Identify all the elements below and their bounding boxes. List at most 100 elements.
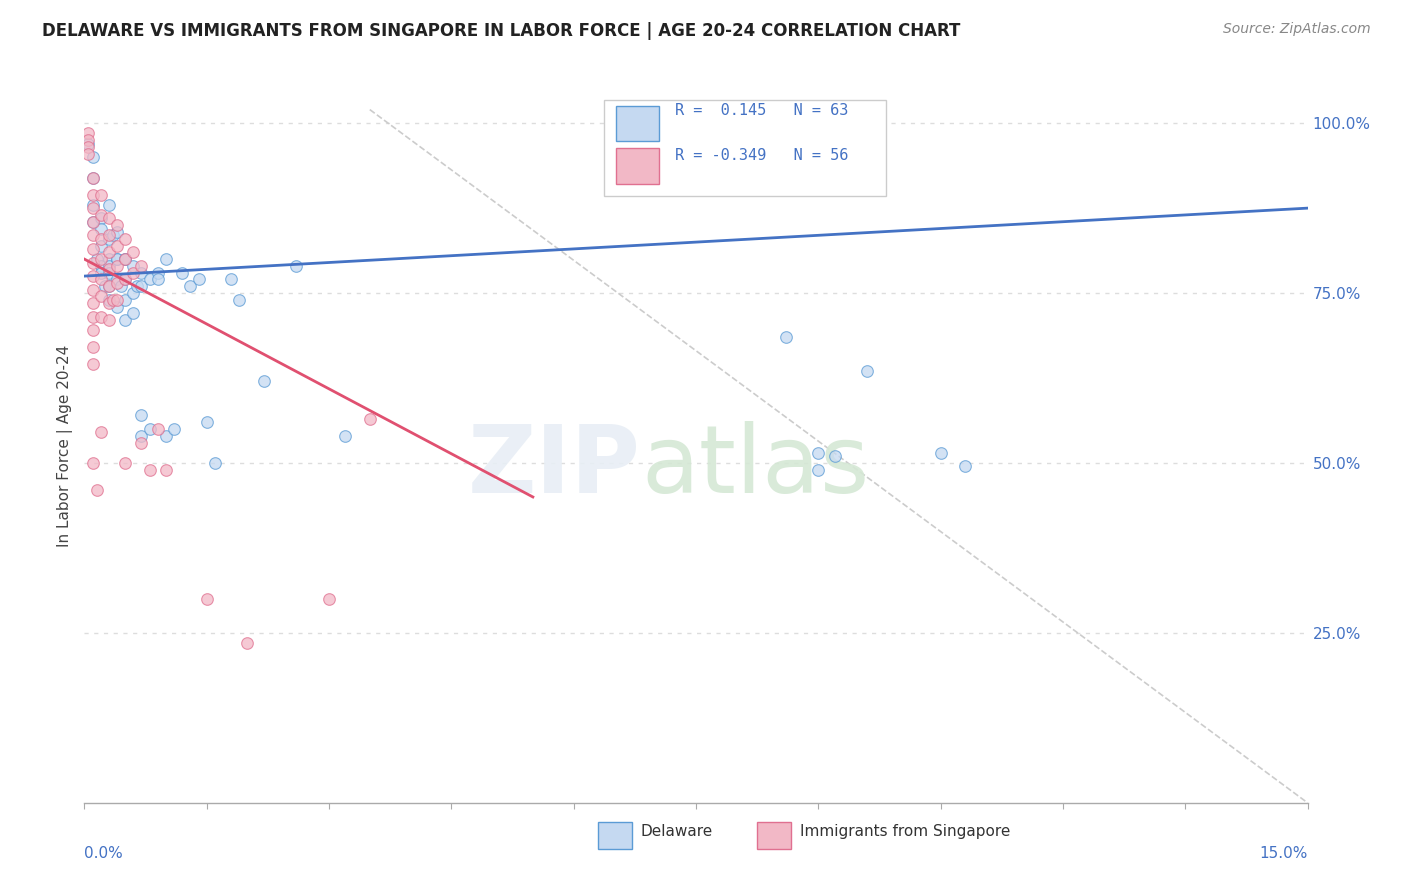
Point	[105, 259, 128, 273]
Point	[807, 463, 830, 477]
Point	[172, 266, 194, 280]
Point	[114, 252, 136, 266]
Point	[86, 483, 108, 498]
Point	[122, 266, 145, 280]
Point	[195, 591, 218, 606]
Point	[97, 262, 120, 277]
Point	[82, 242, 104, 256]
Point	[97, 266, 120, 280]
Point	[131, 429, 153, 443]
Text: Delaware: Delaware	[641, 824, 713, 838]
Point	[114, 313, 136, 327]
Point	[90, 208, 112, 222]
Point	[82, 150, 104, 164]
Point	[114, 456, 136, 470]
Point	[82, 269, 104, 284]
Point	[82, 198, 104, 212]
FancyBboxPatch shape	[598, 822, 633, 849]
Point	[110, 279, 132, 293]
Point	[82, 283, 104, 297]
Point	[127, 279, 149, 293]
Point	[77, 133, 100, 147]
Point	[187, 272, 209, 286]
Point	[929, 446, 952, 460]
Point	[101, 293, 124, 307]
Text: 15.0%: 15.0%	[1260, 846, 1308, 861]
Point	[97, 279, 120, 293]
Point	[90, 211, 112, 226]
Point	[90, 187, 112, 202]
Point	[93, 279, 115, 293]
Point	[131, 409, 153, 423]
Point	[97, 296, 120, 310]
Point	[122, 245, 145, 260]
Point	[90, 310, 112, 324]
Point	[90, 266, 112, 280]
Point	[77, 146, 100, 161]
Point	[82, 310, 104, 324]
Text: R = -0.349   N = 56: R = -0.349 N = 56	[675, 148, 849, 163]
Point	[146, 272, 169, 286]
Point	[82, 170, 104, 185]
Point	[82, 358, 104, 372]
Point	[82, 187, 104, 202]
Point	[824, 449, 846, 463]
Point	[131, 266, 153, 280]
Point	[138, 463, 160, 477]
Text: R =  0.145   N = 63: R = 0.145 N = 63	[675, 103, 849, 119]
Point	[82, 201, 104, 215]
Point	[82, 341, 104, 355]
Point	[90, 252, 112, 266]
Point	[138, 272, 160, 286]
Point	[90, 259, 112, 273]
Point	[82, 255, 104, 269]
Point	[138, 422, 160, 436]
Point	[90, 232, 112, 246]
Point	[122, 259, 145, 273]
Point	[97, 279, 120, 293]
Y-axis label: In Labor Force | Age 20-24: In Labor Force | Age 20-24	[58, 345, 73, 547]
Point	[90, 221, 112, 235]
Text: ZIP: ZIP	[468, 421, 641, 514]
Point	[82, 170, 104, 185]
Point	[146, 422, 169, 436]
Point	[155, 463, 177, 477]
Text: 0.0%: 0.0%	[84, 846, 124, 861]
Point	[105, 276, 128, 290]
Text: Immigrants from Singapore: Immigrants from Singapore	[800, 824, 1011, 838]
Point	[155, 252, 177, 266]
Point	[82, 296, 104, 310]
Point	[90, 425, 112, 440]
Point	[122, 286, 145, 301]
Point	[97, 228, 120, 243]
Point	[82, 323, 104, 337]
Point	[77, 140, 100, 154]
Point	[105, 272, 128, 286]
Point	[105, 300, 128, 314]
Point	[90, 289, 112, 303]
Point	[97, 245, 120, 260]
Point	[131, 279, 153, 293]
Point	[97, 252, 120, 266]
Point	[105, 252, 128, 266]
FancyBboxPatch shape	[758, 822, 792, 849]
Point	[253, 375, 276, 389]
Point	[146, 266, 169, 280]
Point	[97, 232, 120, 246]
Point	[114, 232, 136, 246]
Point	[101, 228, 124, 243]
Point	[97, 313, 120, 327]
Point	[359, 412, 381, 426]
Point	[82, 215, 104, 229]
Point	[90, 238, 112, 252]
FancyBboxPatch shape	[616, 148, 659, 184]
Point	[105, 293, 128, 307]
Point	[86, 252, 108, 266]
Point	[97, 259, 120, 273]
Point	[105, 238, 128, 252]
Point	[105, 252, 128, 266]
Point	[90, 272, 112, 286]
Point	[228, 293, 250, 307]
Text: atlas: atlas	[641, 421, 869, 514]
Point	[97, 198, 120, 212]
